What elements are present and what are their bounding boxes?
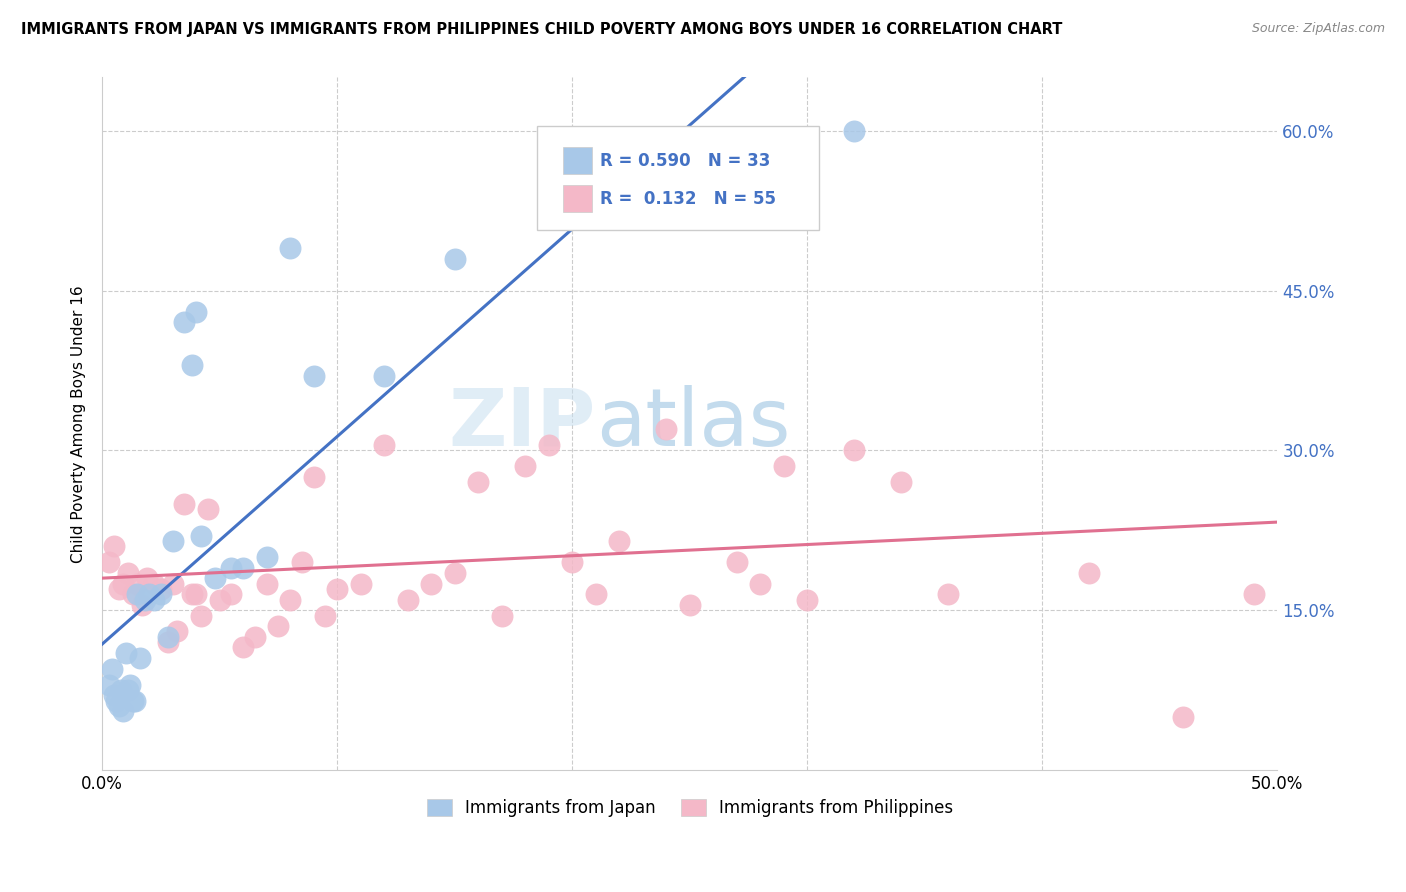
Point [110, 683, 132, 698]
Point [302, 368, 325, 383]
Point [107, 582, 129, 596]
Point [190, 528, 212, 542]
Point [127, 587, 149, 601]
Point [291, 555, 314, 569]
Point [186, 587, 208, 601]
Point [749, 576, 772, 591]
Point [515, 459, 537, 474]
Point [120, 678, 142, 692]
Point [256, 576, 278, 591]
Point [138, 587, 160, 601]
Point [350, 576, 373, 591]
Point [232, 560, 254, 574]
Point [890, 475, 912, 490]
FancyBboxPatch shape [537, 126, 820, 230]
Point [107, 699, 129, 714]
Point [131, 598, 153, 612]
Point [443, 252, 465, 266]
Text: Source: ZipAtlas.com: Source: ZipAtlas.com [1251, 22, 1385, 36]
Text: ZIP: ZIP [449, 384, 596, 463]
Point [772, 459, 794, 474]
Point [267, 619, 290, 633]
Point [121, 694, 143, 708]
Point [117, 683, 139, 698]
Point [190, 608, 212, 623]
Point [162, 576, 184, 591]
Text: IMMIGRANTS FROM JAPAN VS IMMIGRANTS FROM PHILIPPINES CHILD POVERTY AMONG BOYS UN: IMMIGRANTS FROM JAPAN VS IMMIGRANTS FROM… [21, 22, 1063, 37]
Point [204, 571, 226, 585]
Point [208, 592, 231, 607]
Point [135, 571, 157, 585]
Point [725, 555, 748, 569]
Bar [562, 146, 592, 175]
Point [420, 576, 443, 591]
Point [607, 533, 630, 548]
Point [443, 566, 465, 580]
Point [491, 608, 513, 623]
Point [157, 635, 180, 649]
Point [278, 241, 301, 255]
Point [180, 358, 202, 372]
Point [1243, 587, 1265, 601]
Point [326, 582, 349, 596]
Point [124, 694, 146, 708]
Point [844, 124, 866, 138]
Text: R =  0.132   N = 55: R = 0.132 N = 55 [600, 190, 776, 208]
Point [142, 576, 165, 591]
Point [128, 651, 150, 665]
Point [655, 422, 678, 436]
Point [142, 592, 165, 607]
Bar [562, 185, 592, 212]
Point [186, 305, 208, 319]
Point [117, 566, 139, 580]
Point [162, 533, 184, 548]
Point [103, 689, 125, 703]
Point [702, 209, 724, 223]
Point [373, 438, 395, 452]
Point [98, 555, 121, 569]
Point [373, 368, 395, 383]
Point [844, 443, 866, 458]
Point [134, 592, 156, 607]
Point [302, 470, 325, 484]
Point [105, 694, 128, 708]
Legend: Immigrants from Japan, Immigrants from Philippines: Immigrants from Japan, Immigrants from P… [420, 792, 960, 824]
Point [232, 640, 254, 655]
Point [112, 705, 135, 719]
Point [585, 587, 607, 601]
Point [166, 624, 188, 639]
Point [114, 646, 136, 660]
Point [127, 576, 149, 591]
Point [100, 662, 122, 676]
Point [221, 587, 243, 601]
Point [180, 587, 202, 601]
Point [561, 555, 583, 569]
Point [467, 475, 489, 490]
Point [149, 582, 172, 596]
Point [278, 592, 301, 607]
Point [796, 592, 818, 607]
Point [396, 592, 419, 607]
Point [1173, 710, 1195, 724]
Point [197, 502, 219, 516]
Y-axis label: Child Poverty Among Boys Under 16: Child Poverty Among Boys Under 16 [72, 285, 86, 563]
Point [679, 598, 702, 612]
Point [98, 678, 121, 692]
Point [1078, 566, 1101, 580]
Point [221, 560, 243, 574]
Point [112, 576, 135, 591]
Point [256, 549, 278, 564]
Point [157, 630, 180, 644]
Text: atlas: atlas [596, 384, 790, 463]
Point [173, 497, 195, 511]
Point [315, 608, 337, 623]
Point [121, 587, 143, 601]
Point [103, 539, 125, 553]
Text: R = 0.590   N = 33: R = 0.590 N = 33 [600, 152, 770, 169]
Point [149, 587, 172, 601]
Point [243, 630, 266, 644]
Point [936, 587, 959, 601]
Point [173, 316, 195, 330]
Point [537, 438, 560, 452]
